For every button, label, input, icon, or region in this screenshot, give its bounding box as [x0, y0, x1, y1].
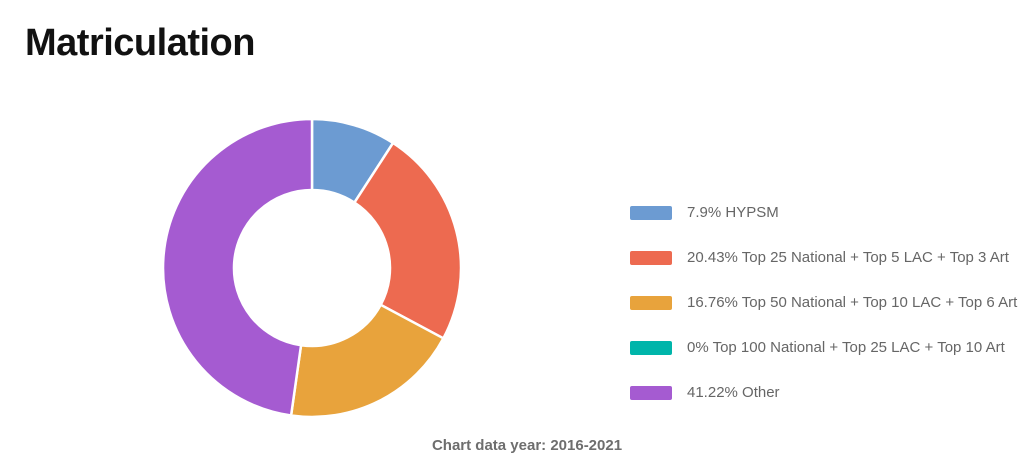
legend-item-top50[interactable]: 16.76% Top 50 National + Top 10 LAC + To…	[630, 294, 1017, 311]
legend-swatch-icon	[630, 295, 672, 310]
donut-segment-4[interactable]	[161, 117, 314, 417]
legend-swatch-icon	[630, 340, 672, 355]
donut-segment-2[interactable]	[289, 303, 445, 419]
legend-item-label: 20.43% Top 25 National + Top 5 LAC + Top…	[687, 249, 1009, 266]
legend-item-hypsm[interactable]: 7.9% HYPSM	[630, 204, 1017, 221]
legend-item-label: 0% Top 100 National + Top 25 LAC + Top 1…	[687, 339, 1005, 356]
chart-caption: Chart data year: 2016-2021	[431, 437, 623, 454]
legend-item-other[interactable]: 41.22% Other	[630, 384, 1017, 401]
legend-item-top100[interactable]: 0% Top 100 National + Top 25 LAC + Top 1…	[630, 339, 1017, 356]
legend-swatch-icon	[630, 205, 672, 220]
donut-chart	[161, 117, 463, 419]
legend-item-label: 41.22% Other	[687, 384, 780, 401]
donut-segment-1[interactable]	[353, 141, 463, 340]
legend-item-top25[interactable]: 20.43% Top 25 National + Top 5 LAC + Top…	[630, 249, 1017, 266]
donut-chart-svg	[161, 117, 463, 419]
chart-legend: 7.9% HYPSM 20.43% Top 25 National + Top …	[630, 204, 1017, 429]
legend-swatch-icon	[630, 385, 672, 400]
page-title: Matriculation	[25, 22, 255, 64]
legend-item-label: 7.9% HYPSM	[687, 204, 779, 221]
legend-swatch-icon	[630, 250, 672, 265]
legend-item-label: 16.76% Top 50 National + Top 10 LAC + To…	[687, 294, 1018, 311]
